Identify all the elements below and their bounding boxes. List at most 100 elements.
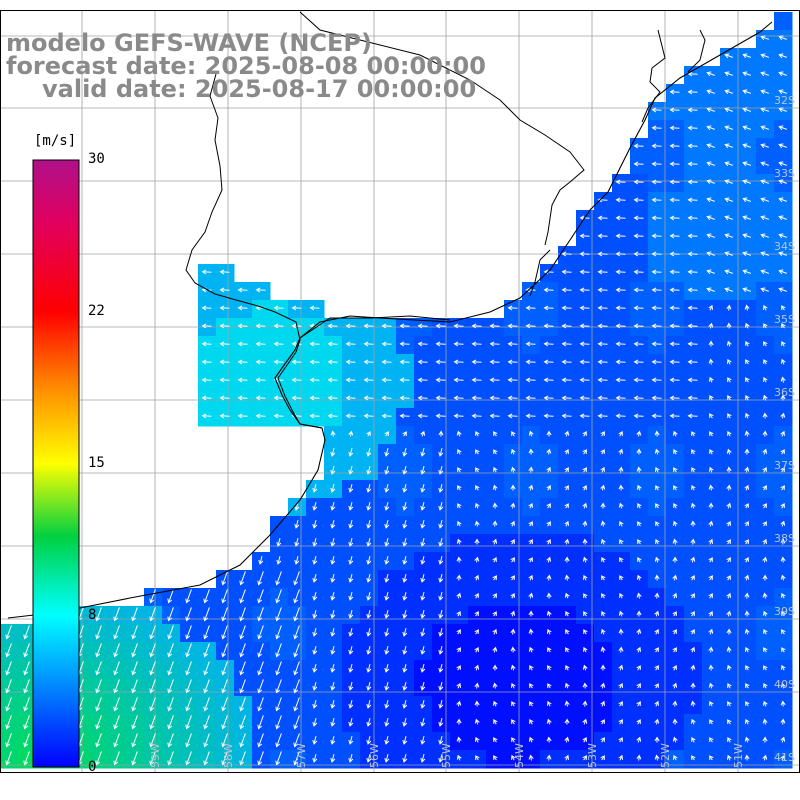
wind-speed-cell xyxy=(648,156,667,175)
wind-speed-cell xyxy=(576,300,595,319)
wind-arrow xyxy=(201,359,212,365)
wind-arrow xyxy=(744,412,750,419)
wind-arrow xyxy=(726,448,732,455)
wind-arrow xyxy=(237,413,248,419)
wind-arrow xyxy=(727,736,732,743)
wind-arrow xyxy=(561,413,572,419)
wind-arrow xyxy=(687,359,698,365)
wind-speed-cell xyxy=(594,228,613,247)
wind-arrow xyxy=(760,287,769,293)
wind-speed-cell xyxy=(666,408,685,427)
wind-arrow xyxy=(618,737,623,743)
wind-arrow xyxy=(744,754,750,761)
wind-arrow xyxy=(507,323,518,329)
wind-speed-cell xyxy=(594,246,613,265)
wind-arrow xyxy=(655,466,660,473)
wind-arrow xyxy=(706,233,715,239)
wind-speed-cell xyxy=(648,624,667,643)
wind-speed-cell xyxy=(378,624,397,643)
wind-speed-cell xyxy=(486,372,505,391)
wind-speed-cell xyxy=(234,390,253,409)
wind-arrow xyxy=(760,251,769,257)
wind-speed-cell xyxy=(396,552,415,571)
wind-arrow xyxy=(636,754,642,761)
wind-speed-cell xyxy=(360,462,379,481)
wind-arrow xyxy=(708,322,714,329)
wind-speed-cell xyxy=(666,678,685,697)
wind-arrow xyxy=(381,377,392,383)
wind-arrow xyxy=(690,538,696,545)
wind-speed-cell xyxy=(576,390,595,409)
wind-arrow xyxy=(762,448,768,455)
wind-arrow xyxy=(673,467,678,473)
wind-arrow xyxy=(384,717,390,727)
wind-arrow xyxy=(507,413,518,419)
wind-arrow xyxy=(778,251,787,257)
wind-arrow xyxy=(672,574,678,581)
wind-speed-cell xyxy=(288,678,307,697)
wind-speed-cell xyxy=(342,588,361,607)
wind-speed-cell xyxy=(684,300,703,319)
wind-speed-cell xyxy=(396,696,415,715)
wind-speed-cell xyxy=(216,408,235,427)
wind-arrow xyxy=(438,501,444,511)
wind-arrow xyxy=(654,736,660,743)
wind-arrow xyxy=(330,591,336,601)
wind-arrow xyxy=(237,305,248,311)
latitude-label: 35S xyxy=(774,313,795,326)
wind-speed-cell xyxy=(198,372,217,391)
wind-speed-cell xyxy=(666,138,685,157)
wind-arrow xyxy=(492,700,498,707)
wind-arrow xyxy=(744,430,750,437)
wind-arrow xyxy=(709,394,714,401)
wind-arrow xyxy=(597,377,608,383)
wind-arrow xyxy=(564,556,570,563)
wind-arrow xyxy=(366,681,372,691)
wind-arrow xyxy=(312,735,318,745)
wind-arrow xyxy=(167,643,174,658)
wind-speed-cell xyxy=(360,606,379,625)
wind-speed-cell xyxy=(432,678,451,697)
wind-arrow xyxy=(167,661,174,676)
wind-arrow xyxy=(167,733,174,748)
wind-arrow xyxy=(763,628,768,635)
wind-speed-cell xyxy=(630,426,649,445)
wind-arrow xyxy=(402,681,408,691)
wind-speed-cell xyxy=(666,300,685,319)
wind-arrow xyxy=(744,628,750,635)
wind-arrow xyxy=(561,305,572,311)
wind-arrow xyxy=(95,607,102,622)
wind-arrow xyxy=(149,661,156,676)
wind-speed-cell xyxy=(108,696,127,715)
wind-arrow xyxy=(201,305,212,311)
wind-speed-cell xyxy=(702,246,721,265)
wind-arrow xyxy=(780,485,785,491)
wind-speed-cell xyxy=(720,48,739,67)
wind-arrow xyxy=(724,197,733,203)
wind-arrow xyxy=(579,233,590,239)
wind-arrow xyxy=(687,251,698,257)
wind-arrow xyxy=(456,610,461,617)
wind-arrow xyxy=(708,538,713,545)
wind-speed-cell xyxy=(216,264,235,283)
wind-arrow xyxy=(672,718,678,725)
wind-speed-cell xyxy=(216,750,235,769)
wind-speed-cell xyxy=(306,552,325,571)
wind-arrow xyxy=(672,538,678,545)
wind-arrow xyxy=(219,395,230,401)
wind-speed-cell xyxy=(522,534,541,553)
wind-arrow xyxy=(636,683,641,689)
wind-speed-cell xyxy=(288,642,307,661)
wind-speed-cell xyxy=(396,624,415,643)
wind-speed-cell xyxy=(342,408,361,427)
wind-arrow xyxy=(690,520,696,527)
wind-arrow xyxy=(706,215,715,221)
wind-arrow xyxy=(618,646,624,653)
wind-arrow xyxy=(651,215,662,221)
wind-speed-cell xyxy=(594,210,613,229)
wind-arrow xyxy=(312,717,318,727)
wind-speed-cell xyxy=(360,480,379,499)
wind-speed-cell xyxy=(0,750,19,769)
wind-speed-cell xyxy=(450,606,469,625)
wind-arrow xyxy=(691,467,696,473)
